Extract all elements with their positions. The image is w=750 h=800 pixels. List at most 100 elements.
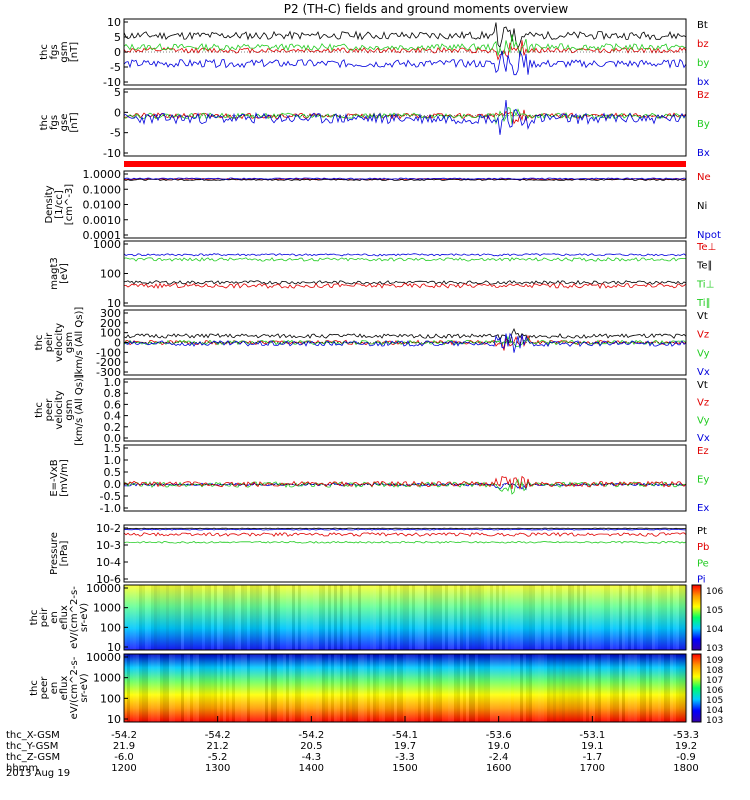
spectrogram-column: [232, 585, 235, 650]
spectrogram-column: [670, 585, 673, 650]
panel-2: Bz By Bx 5 0 -5 -10 thcfgsgse[nT]: [39, 86, 710, 160]
y-tick-label: 5: [114, 86, 121, 99]
y-tick-label: 100: [100, 268, 121, 281]
spectrogram-column: [607, 585, 610, 650]
spectrogram-column: [124, 654, 127, 722]
spectrogram-column: [301, 585, 304, 650]
spectrogram-column: [142, 654, 145, 722]
spectrogram-column: [358, 585, 361, 650]
spectrogram-column: [574, 585, 577, 650]
x-tick-label: -53.3: [673, 730, 699, 741]
spectrogram-column: [295, 654, 298, 722]
spectrogram-column: [307, 654, 310, 722]
spectrogram-column: [262, 585, 265, 650]
y-axis-label: thcpeirvelocitygsm[km/s (All Qs)]: [34, 307, 85, 379]
y-axis-label-line: sr-eV): [79, 603, 90, 632]
x-tick-label: -54.2: [298, 730, 324, 741]
spectrogram-column: [640, 585, 643, 650]
spectrogram-column: [205, 585, 208, 650]
spectrogram-column: [373, 654, 376, 722]
y-tick-label: 0: [114, 46, 121, 59]
spectrogram-column: [364, 654, 367, 722]
spectrogram-column: [292, 585, 295, 650]
spectrogram-column: [598, 585, 601, 650]
spectrogram-column: [202, 654, 205, 722]
spectrogram-column: [610, 654, 613, 722]
spectrogram-column: [559, 585, 562, 650]
spectrogram-column: [643, 585, 646, 650]
panel-6: Vt Vz Vy Vx 1.00.80.60.40.20.0 thcpeervelocit…: [34, 374, 710, 446]
y-tick-label: 0.5: [104, 466, 122, 479]
x-tick-label: 1500: [392, 763, 417, 774]
spectrogram-column: [538, 585, 541, 650]
y-tick-label: 100: [100, 692, 121, 705]
spectrogram-column: [625, 585, 628, 650]
spectrogram-column: [274, 654, 277, 722]
spectrogram-column: [529, 654, 532, 722]
spectrogram-column: [151, 654, 154, 722]
y-tick-label: -5: [110, 61, 121, 74]
spectrogram-column: [460, 585, 463, 650]
spectrogram-column: [160, 585, 163, 650]
spectrogram-column: [172, 585, 175, 650]
spectrogram-column: [679, 654, 682, 722]
x-tick-label: 19.1: [581, 741, 603, 752]
spectrogram-column: [607, 654, 610, 722]
spectrogram-column: [385, 654, 388, 722]
spectrogram-column: [418, 585, 421, 650]
spectrogram-column: [391, 585, 394, 650]
spectrogram-column: [211, 585, 214, 650]
spectrogram-column: [340, 585, 343, 650]
spectrogram-column: [406, 585, 409, 650]
spectrogram-column: [277, 654, 280, 722]
legend-label: bx: [697, 77, 709, 88]
spectrogram-column: [223, 585, 226, 650]
spectrogram-column: [337, 654, 340, 722]
y-tick-label: 0.0100: [83, 199, 122, 212]
spectrogram-column: [586, 654, 589, 722]
spectrogram-column: [319, 585, 322, 650]
y-axis-label: thcfgsgsm[nT]: [39, 41, 80, 62]
spectrogram-column: [193, 585, 196, 650]
spectrogram-column: [382, 654, 385, 722]
series-line-Pb: [123, 532, 687, 537]
y-axis-label: magt3[eV]: [49, 257, 70, 290]
spectrogram-column: [586, 585, 589, 650]
spectrogram-column: [175, 654, 178, 722]
spectrogram-column: [445, 654, 448, 722]
spectrogram-column: [268, 654, 271, 722]
y-axis-label-line: E=-VxB: [49, 459, 60, 496]
legend-label: Pi: [697, 574, 706, 585]
y-tick-label: 300: [100, 307, 121, 320]
x-tick-label: -54.1: [392, 730, 418, 741]
spectrogram-column: [553, 654, 556, 722]
spectrogram-column: [655, 585, 658, 650]
spectrogram-column: [439, 654, 442, 722]
x-row-label: thc_Y-GSM: [6, 741, 58, 752]
spectrogram-column: [658, 654, 661, 722]
legend-label: Vx: [697, 433, 710, 444]
spectrogram-column: [484, 585, 487, 650]
series-line-Bt: [123, 22, 687, 50]
y-tick-label: 200: [100, 317, 121, 330]
spectrogram-column: [661, 654, 664, 722]
y-axis-label-line: [eV]: [59, 263, 70, 284]
spectrogram-column: [505, 585, 508, 650]
spectrogram-column: [598, 654, 601, 722]
spectrogram-column: [196, 585, 199, 650]
spectrogram-column: [226, 585, 229, 650]
spectrogram-column: [295, 585, 298, 650]
legend-label: Vt: [697, 311, 708, 322]
spectrogram-column: [304, 585, 307, 650]
spectrogram-column: [430, 585, 433, 650]
y-axis-label: thcpeirenefluxeV/(cm^2-s-sr-eV): [29, 586, 90, 649]
x-tick-label: -1.7: [583, 752, 603, 763]
y-axis-label-line: [mV/m]: [59, 459, 70, 497]
spectrogram-column: [655, 654, 658, 722]
spectrogram-column: [592, 654, 595, 722]
spectrogram-column: [568, 654, 571, 722]
spectrogram-column: [517, 654, 520, 722]
spectrogram-column: [679, 585, 682, 650]
y-axis-label: thcpeervelocitygsm[km/s (All Qs)]: [34, 374, 85, 446]
y-tick-label: -1.0: [100, 502, 121, 515]
